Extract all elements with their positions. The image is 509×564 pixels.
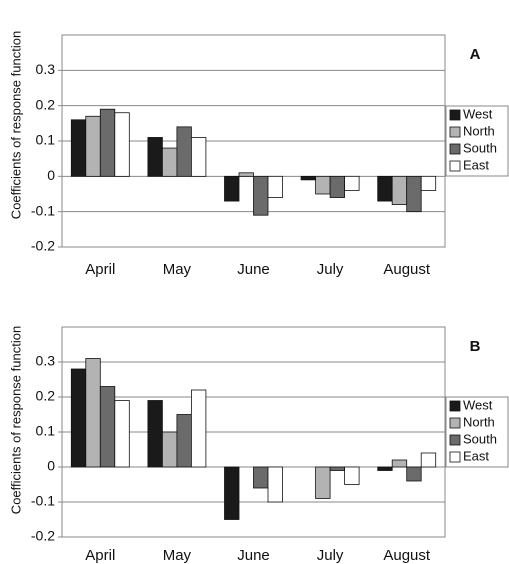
x-tick-label: August <box>383 547 431 564</box>
bar <box>391 459 408 468</box>
bar <box>420 452 437 468</box>
legend-swatch <box>449 160 461 172</box>
y-tick-label: -0.2 <box>31 238 55 254</box>
bar <box>315 466 331 499</box>
bar <box>406 466 422 482</box>
y-tick-label: 0.2 <box>36 96 56 112</box>
bar <box>147 137 163 177</box>
bar <box>176 126 192 177</box>
bar <box>114 400 130 468</box>
panel-label: A <box>470 46 481 63</box>
bar <box>420 175 437 191</box>
bar <box>253 466 269 489</box>
x-tick-label: April <box>85 261 115 278</box>
bar <box>99 108 116 177</box>
y-tick-label: 0 <box>47 458 55 474</box>
bar <box>329 466 346 471</box>
legend-swatch <box>449 417 461 429</box>
y-tick-label: -0.2 <box>31 528 55 544</box>
bar <box>267 466 283 503</box>
legend-label: South <box>463 140 497 155</box>
bar <box>161 431 178 468</box>
bar <box>238 172 254 177</box>
bar <box>406 175 422 213</box>
y-axis-label: Coefficients of response function <box>8 31 23 219</box>
legend-swatch <box>449 143 461 155</box>
bar <box>315 175 331 195</box>
legend-label: East <box>463 448 489 463</box>
bar <box>377 466 393 471</box>
bar <box>267 175 283 198</box>
bar <box>85 358 101 468</box>
legend-label: West <box>463 106 493 121</box>
bar <box>70 119 87 177</box>
bar <box>391 175 408 205</box>
panel-label: B <box>470 338 481 355</box>
bar <box>253 175 269 216</box>
x-tick-label: May <box>163 261 192 278</box>
y-tick-label: 0.1 <box>36 423 56 439</box>
x-tick-label: June <box>237 547 270 564</box>
legend-swatch <box>449 451 461 463</box>
bar <box>224 466 240 520</box>
y-tick-label: 0.3 <box>36 353 56 369</box>
x-tick-label: April <box>85 547 115 564</box>
legend-label: North <box>463 123 495 138</box>
bar <box>70 368 87 468</box>
bar <box>190 389 207 468</box>
bar <box>377 175 393 202</box>
x-tick-label: July <box>317 261 344 278</box>
legend-label: South <box>463 431 497 446</box>
x-tick-label: July <box>317 547 344 564</box>
bar <box>300 175 317 181</box>
y-tick-label: 0.2 <box>36 388 56 404</box>
bar <box>176 414 192 468</box>
y-tick-label: 0.1 <box>36 132 56 148</box>
bar <box>99 386 116 468</box>
y-tick-label: 0 <box>47 167 55 183</box>
legend-swatch <box>449 126 461 138</box>
legend-label: North <box>463 414 495 429</box>
bar <box>344 175 360 191</box>
x-tick-label: June <box>237 261 270 278</box>
x-tick-label: May <box>163 547 192 564</box>
y-tick-label: -0.1 <box>31 202 55 218</box>
y-tick-label: 0.3 <box>36 61 56 77</box>
x-tick-label: August <box>383 261 431 278</box>
legend-swatch <box>449 400 461 412</box>
bar <box>85 115 101 177</box>
y-tick-label: -0.1 <box>31 493 55 509</box>
legend-label: East <box>463 157 489 172</box>
y-axis-label: Coefficients of response function <box>8 326 23 514</box>
bar <box>344 466 360 485</box>
legend-label: West <box>463 397 493 412</box>
bar <box>224 175 240 202</box>
bar <box>329 175 346 198</box>
bar <box>190 137 207 177</box>
legend-swatch <box>449 109 461 121</box>
bar <box>147 400 163 468</box>
bar <box>114 112 130 177</box>
bar <box>161 147 178 177</box>
legend-swatch <box>449 434 461 446</box>
